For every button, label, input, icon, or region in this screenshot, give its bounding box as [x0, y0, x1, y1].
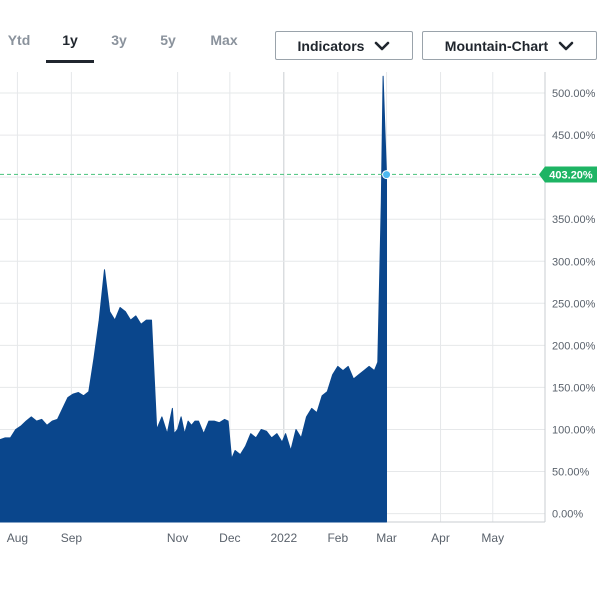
- y-tick-label: 450.00%: [552, 130, 596, 142]
- chart-type-dropdown[interactable]: Mountain-Chart: [422, 31, 597, 60]
- tab-1y[interactable]: 1y: [46, 28, 94, 63]
- chevron-down-icon: [375, 41, 390, 50]
- x-tick-label: Mar: [376, 531, 397, 545]
- indicators-dropdown[interactable]: Indicators: [275, 31, 413, 60]
- current-value-badge: [539, 166, 597, 183]
- x-tick-label: May: [481, 531, 504, 545]
- chevron-down-icon: [558, 41, 574, 50]
- x-tick-label: Feb: [327, 531, 348, 545]
- series-area: [0, 75, 387, 523]
- y-tick-label: 300.00%: [552, 256, 596, 268]
- y-tick-label: 150.00%: [552, 382, 596, 394]
- chart-type-label: Mountain-Chart: [444, 37, 549, 54]
- y-tick-label: 0.00%: [552, 509, 583, 521]
- tab-3y[interactable]: 3y: [111, 32, 127, 48]
- tab-5y[interactable]: 5y: [160, 32, 176, 48]
- tab-ytd[interactable]: Ytd: [7, 32, 31, 48]
- y-tick-label: 200.00%: [552, 340, 596, 352]
- x-tick-label: 2022: [270, 531, 297, 545]
- x-tick-label: Nov: [167, 531, 188, 545]
- y-tick-label: 500.00%: [552, 88, 596, 100]
- y-tick-label: 350.00%: [552, 214, 596, 226]
- y-tick-label: 250.00%: [552, 298, 596, 310]
- x-tick-label: Dec: [219, 531, 240, 545]
- y-tick-label: 50.00%: [552, 467, 590, 479]
- x-tick-label: Apr: [431, 531, 450, 545]
- current-value-label: 403.20%: [549, 169, 593, 181]
- y-tick-label: 100.00%: [552, 424, 596, 436]
- mountain-chart[interactable]: Aug Sep Nov Dec 2022 Feb Mar Apr May 0.00% 50.00% 1…: [0, 72, 600, 562]
- x-tick-label: Sep: [61, 531, 83, 545]
- indicators-label: Indicators: [297, 37, 365, 54]
- x-tick-label: Aug: [7, 531, 28, 545]
- current-point-marker: [382, 170, 392, 180]
- tab-max[interactable]: Max: [210, 32, 238, 48]
